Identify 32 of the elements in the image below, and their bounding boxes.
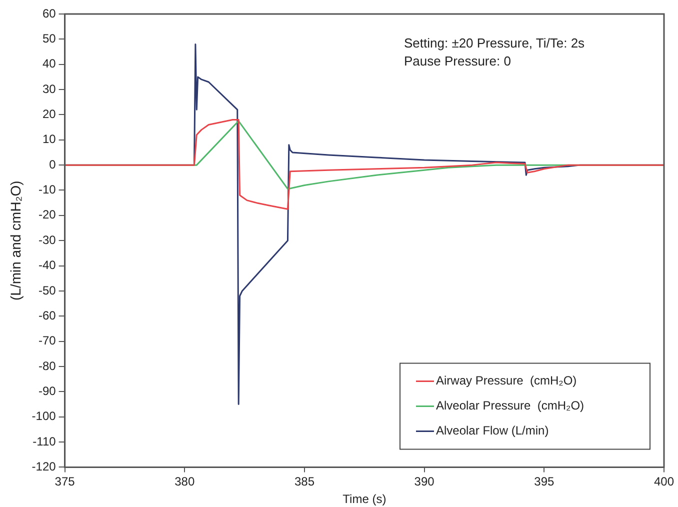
y-tick-label: 30: [42, 82, 56, 96]
x-tick-label: 385: [294, 474, 315, 489]
y-axis-title: (L/min and cmH₂O): [7, 180, 24, 300]
x-tick-label: 375: [54, 474, 76, 489]
legend-label: Airway Pressure (cmH₂O): [436, 374, 577, 388]
legend-label: Alveolar Pressure (cmH₂O): [436, 398, 584, 413]
y-tick-label: 10: [42, 132, 56, 146]
y-tick-label: 0: [49, 157, 56, 172]
y-tick-label: -40: [38, 258, 56, 272]
y-tick-label: -80: [38, 358, 56, 373]
y-tick-label: 20: [42, 107, 56, 122]
y-tick-label: -110: [32, 434, 56, 448]
y-tick-label: 40: [42, 56, 56, 71]
x-tick-label: 400: [654, 474, 674, 489]
y-tick-label: -70: [38, 334, 56, 348]
x-tick-label: 395: [534, 474, 554, 489]
x-tick-label: 390: [414, 474, 435, 489]
y-tick-label: 50: [42, 31, 56, 46]
x-tick-label: 380: [174, 474, 195, 489]
y-tick-label: -10: [38, 182, 56, 197]
y-tick-label: -50: [38, 283, 56, 298]
y-tick-label: -30: [38, 232, 56, 247]
annotation: Setting: ±20 Pressure, Ti/Te: 2s: [404, 36, 586, 51]
y-tick-label: -20: [38, 208, 56, 222]
y-tick-label: -60: [38, 308, 56, 322]
x-axis-title: Time (s): [342, 492, 386, 506]
y-tick-label: -120: [32, 460, 56, 474]
y-tick-label: 60: [42, 6, 56, 20]
y-tick-label: -90: [38, 384, 56, 398]
annotation: Pause Pressure: 0: [404, 54, 511, 69]
legend-label: Alveolar Flow (L/min): [436, 424, 549, 438]
y-tick-label: -100: [32, 409, 56, 424]
